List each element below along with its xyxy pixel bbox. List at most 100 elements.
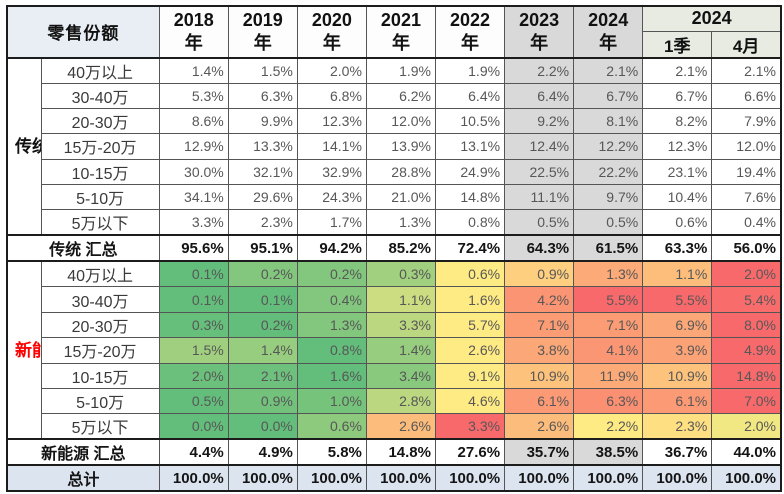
year-header-2023: 2023 年 [504,5,575,58]
value-cell: 6.7% [573,82,644,109]
value-cell: 12.0% [365,107,436,135]
value-cell: 24.9% [434,158,506,186]
year-label: 2022 [450,10,491,31]
table-title: 零售份额 [6,5,160,58]
value-cell: 2.1% [711,56,782,84]
value-cell: 0.1% [158,286,229,313]
value-cell: 10.9% [642,362,713,390]
year-label: 2020 [311,10,352,31]
total-value-cell: 100.0% [365,464,436,492]
value-cell: 14.8% [434,184,506,211]
value-cell: 6.2% [365,82,436,109]
value-cell: 7.1% [573,311,644,339]
summary-value-cell: 36.7% [642,438,713,467]
total-value-cell: 100.0% [434,464,506,492]
segment-label: 5-10万 [40,184,160,211]
value-cell: 5.5% [573,286,644,313]
value-cell: 1.3% [365,209,436,236]
value-cell: 1.1% [642,260,713,288]
segment-label: 5-10万 [40,388,160,415]
value-cell: 10.4% [642,184,713,211]
value-cell: 13.3% [227,133,298,160]
group-label-traditional: 传统 [6,56,42,236]
year-suffix: 年 [599,32,618,53]
segment-label: 10-15万 [40,362,160,390]
value-cell: 1.7% [296,209,367,236]
value-cell: 5.7% [434,311,506,339]
value-cell: 2.0% [711,413,782,440]
value-cell: 5.3% [158,82,229,109]
value-cell: 6.1% [642,388,713,415]
value-cell: 2.6% [504,413,575,440]
value-cell: 12.9% [158,133,229,160]
total-label: 总计 [6,464,160,492]
period-header-1: 4月 [711,30,782,58]
value-cell: 28.8% [365,158,436,186]
segment-label: 15万-20万 [40,337,160,364]
segment-label: 20-30万 [40,107,160,135]
table-row: 传统40万以上1.4%1.5%2.0%1.9%1.9%2.2%2.1%2.1%2… [6,56,782,236]
value-cell: 1.0% [296,388,367,415]
year-label: 2018 [173,10,214,31]
value-cell: 12.4% [504,133,575,160]
value-cell: 14.1% [296,133,367,160]
value-cell: 14.8% [711,362,782,390]
table-row: 5-10万 34.1% 29.6% 24.3% 21.0% 14.8% 11.1% 9.7% 1… [7,184,782,211]
year-suffix: 年 [530,32,549,53]
year-suffix: 年 [184,32,203,53]
value-cell: 0.4% [711,209,782,236]
table-row: 新能源40万以上0.1%0.2%0.2%0.3%0.6%0.9%1.3%1.1%… [6,260,782,440]
summary-row-traditional: 传统 汇总 95.6% 95.1% 94.2% 85.2% 72.4% 64.3% 61.5%… [6,234,782,263]
table-row: 10-15万 30.0% 32.1% 32.9% 28.8% 24.9% 22.5% 22.2… [7,158,782,186]
table-row: 15万-20万 1.5% 1.4% 0.8% 1.4% 2.6% 3.8% 4.1% 3.9% 4… [7,337,782,364]
value-cell: 1.4% [227,337,298,364]
value-cell: 2.3% [642,413,713,440]
table-row: 20-30万 0.3% 0.2% 1.3% 3.3% 5.7% 7.1% 7.1% 6.9% 8.… [7,311,782,339]
value-cell: 1.3% [573,260,644,288]
period-header-0: 1季 [642,30,713,58]
summary-value-cell: 4.9% [227,438,298,467]
value-cell: 4.9% [711,337,782,364]
value-cell: 2.3% [227,209,298,236]
value-cell: 7.6% [711,184,782,211]
table-row: 5万以下 3.3% 2.3% 1.7% 1.3% 0.8% 0.5% 0.5% 0.6% 0.4% [7,209,782,236]
total-value-cell: 100.0% [711,464,782,492]
summary-value-cell: 5.8% [296,438,367,467]
value-cell: 1.6% [434,286,506,313]
year-label: 2021 [380,10,421,31]
segment-label: 30-40万 [40,286,160,313]
table-row: 15万-20万 12.9% 13.3% 14.1% 13.9% 13.1% 12.4% 12.… [7,133,782,160]
value-cell: 9.9% [227,107,298,135]
value-cell: 11.1% [504,184,575,211]
value-cell: 3.4% [365,362,436,390]
value-cell: 3.3% [158,209,229,236]
value-cell: 1.5% [227,56,298,84]
total-value-cell: 100.0% [642,464,713,492]
value-cell: 2.1% [227,362,298,390]
retail-share-table: 零售份额 2018 年 2019 年 2020 年 2021 年 2022 年 2023 年 2024 年 2… [6,5,782,493]
value-cell: 13.1% [434,133,506,160]
value-cell: 0.3% [158,311,229,339]
value-cell: 19.4% [711,158,782,186]
value-cell: 2.2% [504,56,575,84]
value-cell: 6.9% [642,311,713,339]
header-row-2: 1季 4月 [7,30,782,58]
value-cell: 0.1% [158,260,229,288]
table-row: 5万以下 0.0% 0.0% 0.6% 2.6% 3.3% 2.6% 2.2% 2.3% 2.0% [7,413,782,440]
segment-label: 5万以下 [40,413,160,440]
value-cell: 6.3% [227,82,298,109]
value-cell: 2.8% [365,388,436,415]
value-cell: 0.5% [573,209,644,236]
segment-label: 40万以上 [40,56,160,84]
value-cell: 32.1% [227,158,298,186]
value-cell: 1.5% [158,337,229,364]
value-cell: 32.9% [296,158,367,186]
summary-value-cell: 35.7% [504,438,575,467]
group-label-new-energy: 新能源 [6,260,42,440]
segment-label: 30-40万 [40,82,160,109]
value-cell: 4.1% [573,337,644,364]
summary-value-cell: 4.4% [158,438,229,467]
value-cell: 1.6% [296,362,367,390]
segment-label: 15万-20万 [40,133,160,160]
